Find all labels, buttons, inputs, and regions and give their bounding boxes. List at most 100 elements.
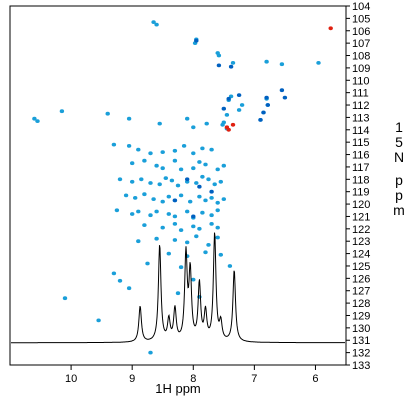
hsqc-peak <box>136 209 141 214</box>
y-tick-label: 112 <box>352 100 370 112</box>
hsqc-peak <box>203 250 208 255</box>
hsqc-peak <box>215 208 220 213</box>
hsqc-peak <box>126 116 132 121</box>
hsqc-peak <box>212 182 217 187</box>
hsqc-peak <box>200 174 205 179</box>
hsqc-peak <box>133 196 138 200</box>
hsqc-peak <box>279 62 285 67</box>
hsqc-peak <box>282 95 288 100</box>
hsqc-peak <box>117 278 123 283</box>
hsqc-peak <box>136 147 141 152</box>
y-axis-title-char: p <box>395 172 403 188</box>
hsqc-peak <box>142 223 147 228</box>
hsqc-peak <box>136 239 141 244</box>
hsqc-peak <box>188 199 193 204</box>
y-tick-label: 118 <box>352 174 370 186</box>
hsqc-peak <box>111 271 117 276</box>
y-tick-label: 105 <box>352 13 370 25</box>
hsqc-peak <box>175 183 181 188</box>
hsqc-peak <box>218 252 223 257</box>
negative-peak <box>230 122 236 127</box>
x-tick-label: 6 <box>312 373 318 385</box>
y-tick-label: 124 <box>352 249 370 261</box>
hsqc-peak <box>191 277 196 282</box>
hsqc-peak <box>206 243 211 247</box>
hsqc-peak <box>236 93 242 97</box>
y-tick-label: 133 <box>352 360 370 372</box>
hsqc-peak <box>178 228 184 233</box>
hsqc-peak <box>194 38 199 43</box>
x-tick-label: 8 <box>190 373 196 385</box>
hsqc-peak <box>236 108 242 112</box>
hsqc-peak <box>197 160 202 164</box>
y-axis-title-char: 5 <box>395 134 403 150</box>
peaks-layer <box>32 20 333 355</box>
y-tick-label: 126 <box>352 273 370 285</box>
hsqc-peak <box>130 161 135 166</box>
hsqc-peak <box>185 177 190 182</box>
negative-peak <box>226 127 231 132</box>
hsqc-peak <box>197 226 202 231</box>
hsqc-peak <box>169 178 175 183</box>
hsqc-peak <box>191 166 196 171</box>
hsqc-peak <box>191 151 196 156</box>
y-axis-title-char: p <box>395 187 403 203</box>
hsqc-peak <box>130 212 135 216</box>
y-tick-label: 121 <box>352 211 370 223</box>
hsqc-peak <box>154 236 159 241</box>
hsqc-peak <box>160 150 165 155</box>
hsqc-peak <box>203 198 208 203</box>
spectrum-1d-layer <box>11 232 345 344</box>
x-axis: 10 9 8 7 6 <box>65 365 319 385</box>
hsqc-peak <box>160 166 165 171</box>
hsqc-peak <box>191 214 196 219</box>
hsqc-peak <box>197 194 202 199</box>
y-tick-label: 128 <box>352 298 370 310</box>
hsqc-peak <box>154 22 159 27</box>
hsqc-peak <box>206 177 211 182</box>
x-tick-label: 10 <box>65 373 77 385</box>
hsqc-peak <box>96 318 101 323</box>
hsqc-peak <box>230 61 236 65</box>
hsqc-peak <box>191 224 196 229</box>
hsqc-peak <box>221 106 226 111</box>
y-axis-title-char: m <box>393 202 405 218</box>
y-tick-label: 130 <box>352 323 370 335</box>
hsqc-peak <box>157 182 162 187</box>
hsqc-peak <box>203 162 208 167</box>
hsqc-peak <box>200 210 205 215</box>
hsqc-peak <box>126 286 132 291</box>
hsqc-peak <box>261 110 266 115</box>
y-axis: 1041051061071081091101111121131141151161… <box>346 1 370 372</box>
y-tick-label: 122 <box>352 224 370 236</box>
hsqc-peak <box>264 59 269 64</box>
y-tick-label: 131 <box>352 335 370 347</box>
hsqc-peak <box>221 163 226 168</box>
hsqc-peak <box>130 179 135 184</box>
hsqc-peak <box>111 142 117 147</box>
hsqc-peak <box>32 116 37 121</box>
hsqc-peak <box>148 151 153 156</box>
hsqc-peak <box>228 64 234 69</box>
hsqc-peak <box>181 144 187 148</box>
hsqc-peak <box>59 109 65 114</box>
hsqc-peak <box>316 61 321 65</box>
hsqc-peak <box>218 179 223 184</box>
y-tick-label: 104 <box>352 1 370 13</box>
hsqc-peak <box>114 208 120 213</box>
hsqc-peak <box>215 167 220 172</box>
y-tick-label: 120 <box>352 199 370 211</box>
y-tick-label: 127 <box>352 286 370 298</box>
hsqc-peak <box>142 158 147 163</box>
hsqc-peak <box>215 225 220 230</box>
hsqc-peak <box>35 119 40 123</box>
y-axis-title-char: 1 <box>395 119 403 135</box>
hsqc-peak <box>209 222 214 226</box>
x-axis-title: 1H ppm <box>155 381 201 396</box>
x-tick-label: 7 <box>251 373 257 385</box>
hsqc-peak <box>216 53 222 58</box>
hsqc-peak <box>215 200 220 205</box>
hsqc-peak <box>227 264 233 268</box>
hsqc-peak <box>172 222 178 226</box>
